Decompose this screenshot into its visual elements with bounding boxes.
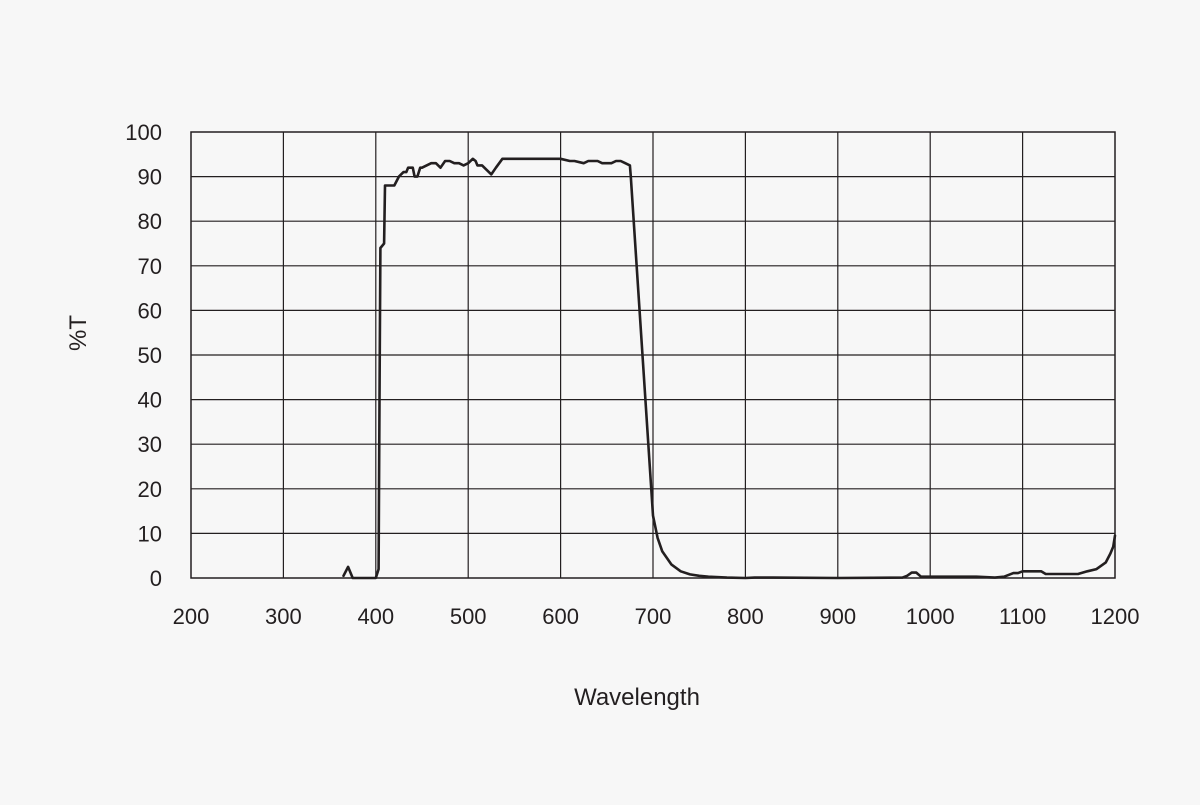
y-tick-label: 30 <box>138 432 162 457</box>
x-tick-label: 200 <box>173 604 210 629</box>
y-tick-label: 90 <box>138 165 162 190</box>
x-tick-label: 500 <box>450 604 487 629</box>
y-tick-label: 0 <box>150 566 162 591</box>
x-tick-label: 300 <box>265 604 302 629</box>
x-tick-label: 1200 <box>1091 604 1140 629</box>
y-tick-label: 60 <box>138 298 162 323</box>
y-tick-label: 50 <box>138 343 162 368</box>
y-tick-label: 80 <box>138 209 162 234</box>
y-tick-label: 40 <box>138 388 162 413</box>
x-tick-label: 600 <box>542 604 579 629</box>
grid-lines <box>191 132 1115 578</box>
x-tick-label: 1000 <box>906 604 955 629</box>
y-tick-label: 10 <box>138 521 162 546</box>
x-tick-label: 900 <box>819 604 856 629</box>
y-axis-title: %T <box>65 315 92 351</box>
x-tick-label: 700 <box>635 604 672 629</box>
x-axis-title: Wavelength <box>574 684 700 711</box>
x-tick-label: 400 <box>357 604 394 629</box>
y-tick-labels: 0 10 20 30 40 50 60 70 80 90 100 <box>125 120 162 591</box>
y-tick-label: 20 <box>138 477 162 502</box>
y-tick-label: 70 <box>138 254 162 279</box>
x-tick-label: 800 <box>727 604 764 629</box>
y-tick-label: 100 <box>125 120 162 145</box>
series-line <box>342 157 1117 580</box>
x-tick-labels: 200 300 400 500 600 700 800 900 1000 1100 1200 <box>173 604 1140 629</box>
x-tick-label: 1100 <box>999 604 1046 629</box>
